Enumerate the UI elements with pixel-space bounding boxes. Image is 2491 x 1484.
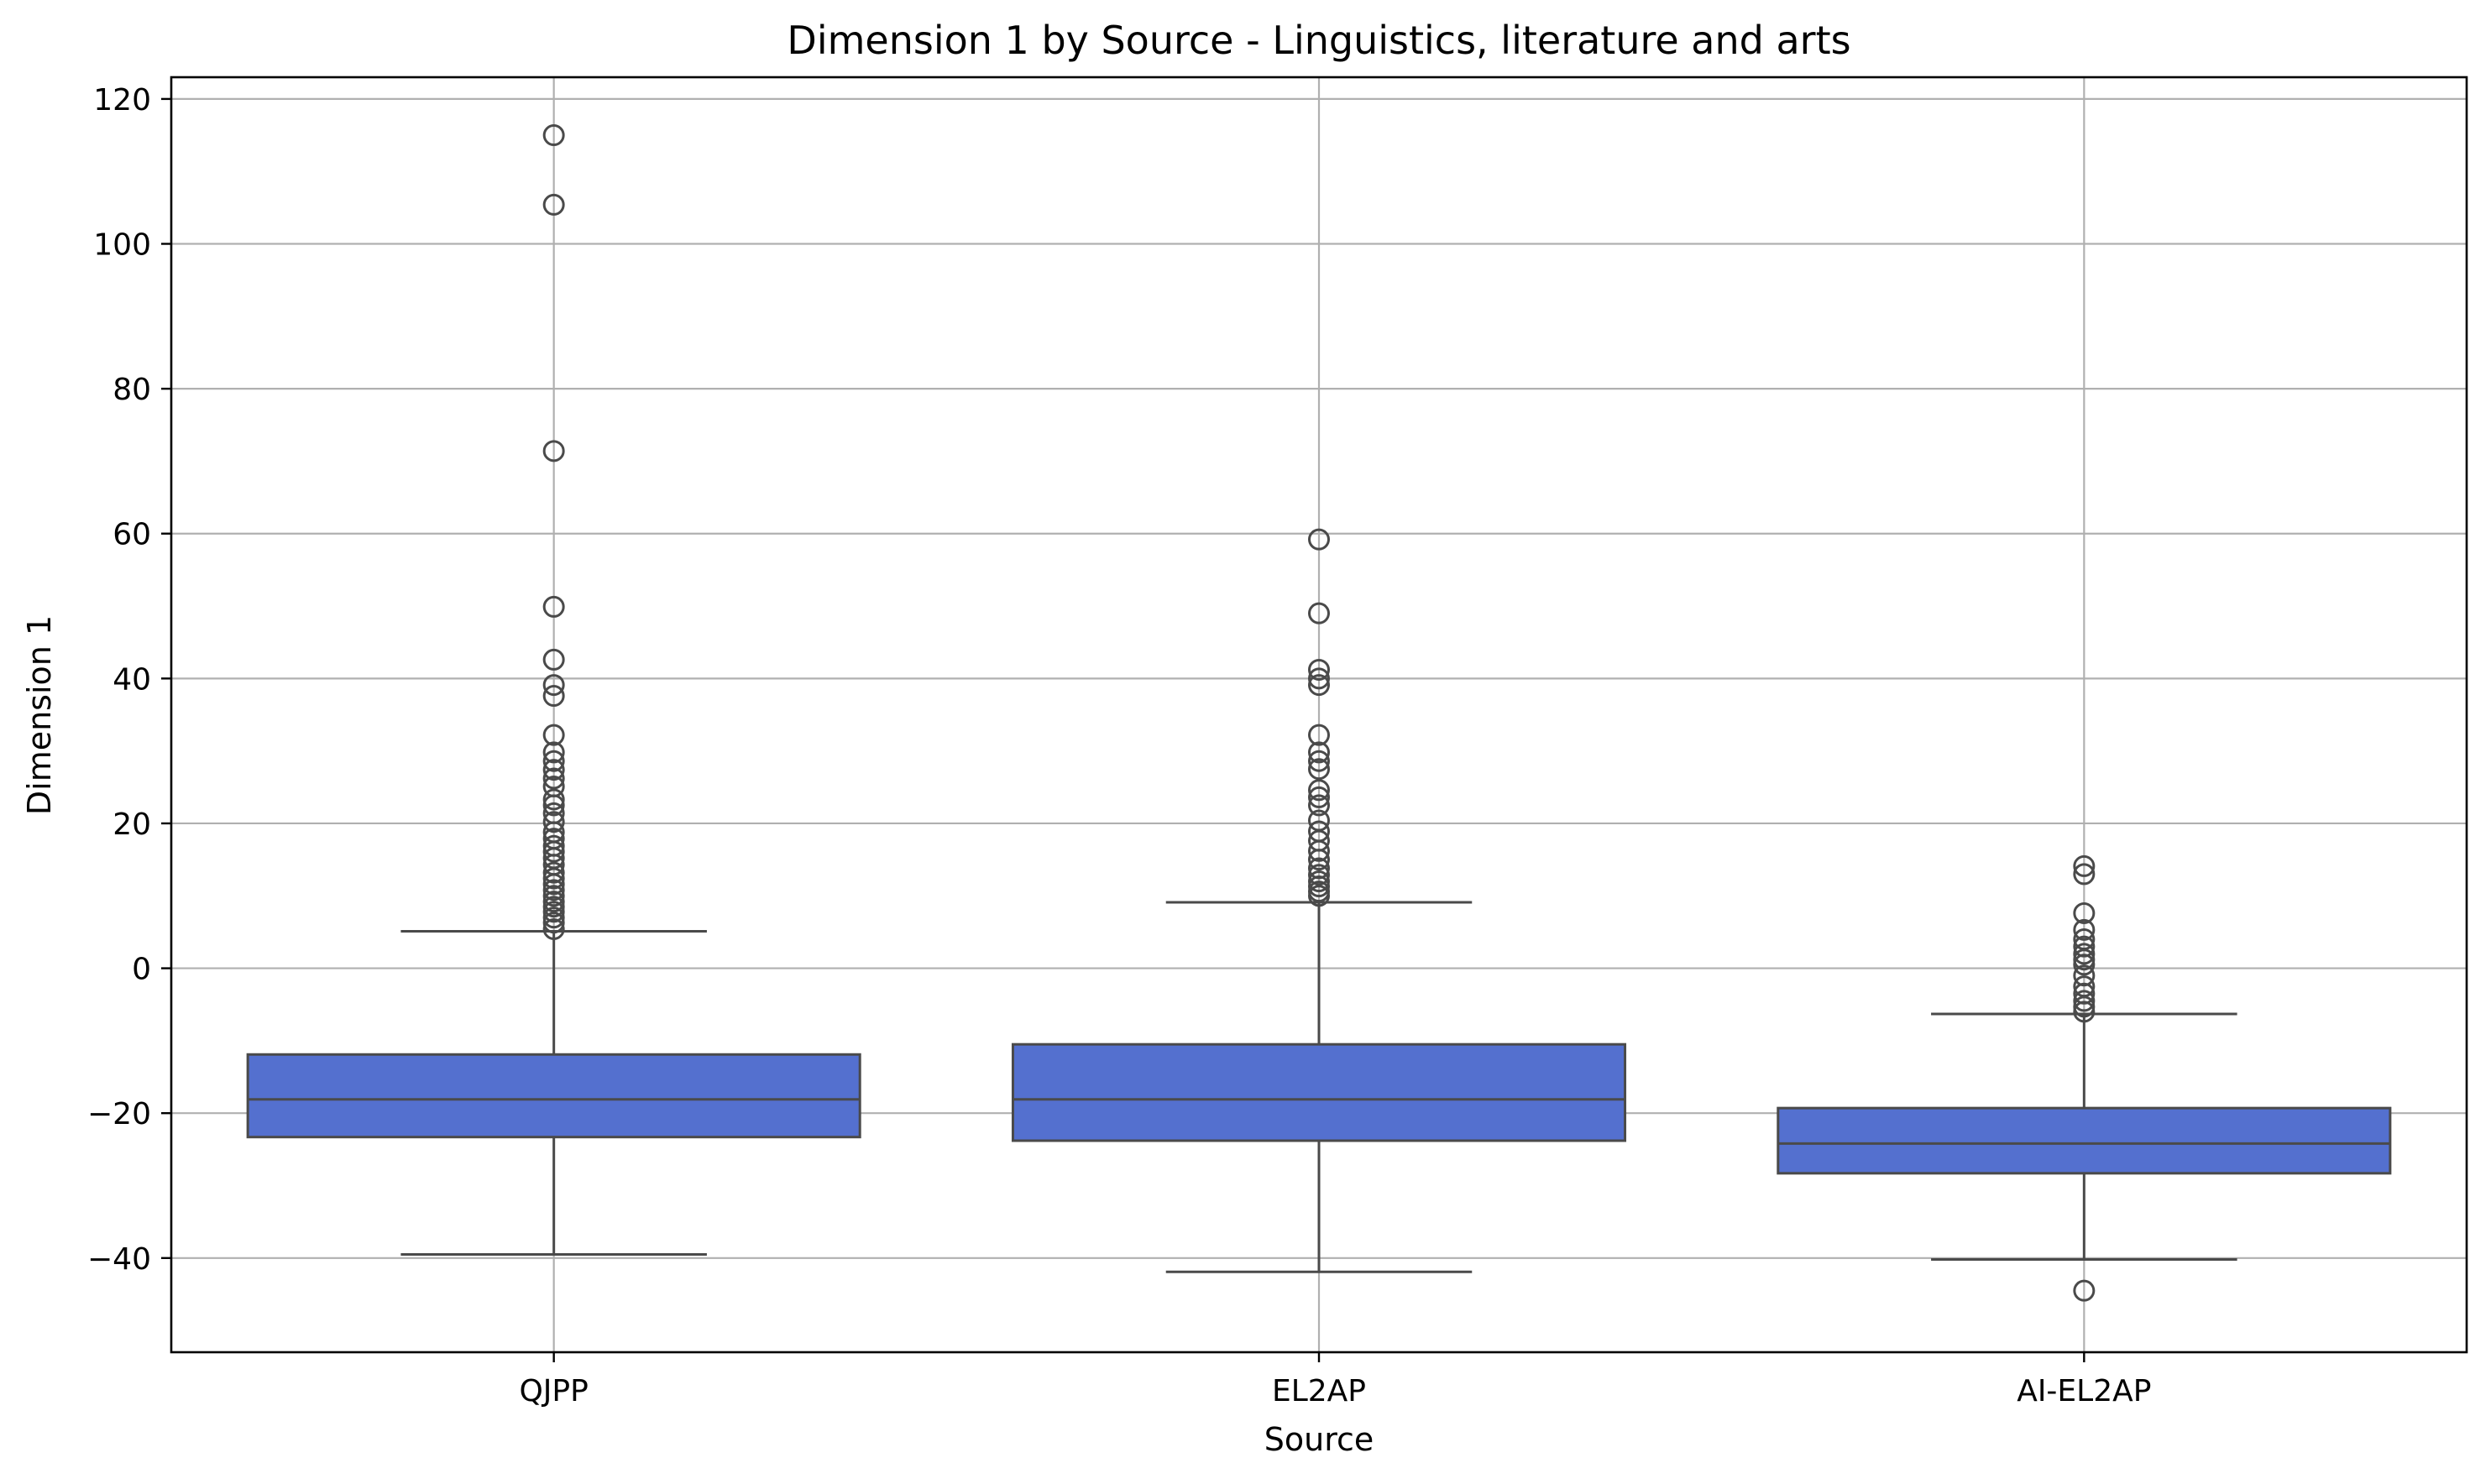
outlier-point xyxy=(542,124,565,147)
outlier-point xyxy=(542,674,565,697)
y-tick-label: 40 xyxy=(113,662,151,697)
iqr-box xyxy=(1777,1106,2392,1175)
outlier-point xyxy=(542,873,565,896)
y-tick-label: 120 xyxy=(93,83,151,118)
outlier-point xyxy=(1308,667,1330,690)
outlier-point xyxy=(542,867,565,890)
y-tick-label: 0 xyxy=(132,953,151,987)
outlier-point xyxy=(542,767,565,790)
outlier-point xyxy=(542,885,565,907)
outlier-point xyxy=(542,741,565,764)
outlier-point xyxy=(542,759,565,781)
outlier-point xyxy=(542,794,565,817)
outlier-point xyxy=(542,440,565,462)
outlier-point xyxy=(1308,794,1330,817)
outlier-point xyxy=(542,595,565,618)
outlier-point xyxy=(2073,1001,2096,1023)
outlier-point xyxy=(1308,864,1330,886)
outlier-point xyxy=(542,750,565,772)
outlier-point xyxy=(542,840,565,863)
x-tick-label: EL2AP xyxy=(1272,1374,1366,1408)
outlier-point xyxy=(542,912,565,934)
outlier-point xyxy=(1308,750,1330,772)
box-layer xyxy=(246,124,2392,1302)
outlier-point xyxy=(1308,724,1330,746)
iqr-box xyxy=(246,1053,861,1139)
box-group-qjpp xyxy=(246,124,861,1256)
outlier-point xyxy=(2073,943,2096,965)
outlier-point xyxy=(542,861,565,884)
outlier-point xyxy=(1308,779,1330,802)
x-tick-label: AI-EL2AP xyxy=(2017,1374,2151,1408)
iqr-box xyxy=(1011,1042,1627,1142)
y-axis-label: Dimension 1 xyxy=(21,615,58,815)
y-tick-label: 20 xyxy=(113,807,151,842)
outlier-point xyxy=(2073,918,2096,941)
outlier-point xyxy=(1308,674,1330,697)
outlier-point xyxy=(542,901,565,923)
outlier-point xyxy=(542,193,565,216)
chart-title: Dimension 1 by Source - Linguistics, lit… xyxy=(787,18,1850,63)
outlier-point xyxy=(542,811,565,833)
outlier-point xyxy=(1308,658,1330,681)
outlier-point xyxy=(1308,602,1330,624)
outlier-point xyxy=(2073,990,2096,1012)
outlier-point xyxy=(1308,786,1330,808)
outlier-point xyxy=(542,879,565,901)
outlier-point xyxy=(1308,741,1330,764)
outlier-point xyxy=(1308,528,1330,551)
outlier-point xyxy=(1308,885,1330,907)
outlier-point xyxy=(1308,849,1330,871)
x-axis-label: Source xyxy=(1264,1421,1374,1458)
box-group-el2ap xyxy=(1011,528,1627,1273)
outlier-point xyxy=(2073,854,2096,877)
outlier-point xyxy=(2073,863,2096,886)
outlier-point xyxy=(2073,1279,2096,1302)
outlier-point xyxy=(542,788,565,811)
box-group-ai-el2ap xyxy=(1777,854,2392,1302)
outlier-point xyxy=(542,724,565,746)
outlier-point xyxy=(2073,954,2096,976)
x-tick-label: QJPP xyxy=(519,1374,588,1408)
outlier-point xyxy=(542,917,565,940)
y-tick-label: −20 xyxy=(87,1097,151,1131)
y-tick-label: 100 xyxy=(93,228,151,263)
y-tick-label: −40 xyxy=(87,1242,151,1277)
outlier-point xyxy=(1308,758,1330,781)
tick-layer: −40 −20 0 20 40 60 80 100 120 QJPP EL2AP AI-EL2AP xyxy=(87,83,2151,1408)
y-tick-label: 80 xyxy=(113,373,151,407)
y-tick-label: 60 xyxy=(113,518,151,552)
outlier-point xyxy=(2073,901,2096,924)
outlier-point xyxy=(542,685,565,708)
outlier-point xyxy=(1308,839,1330,862)
outlier-point xyxy=(542,648,565,671)
